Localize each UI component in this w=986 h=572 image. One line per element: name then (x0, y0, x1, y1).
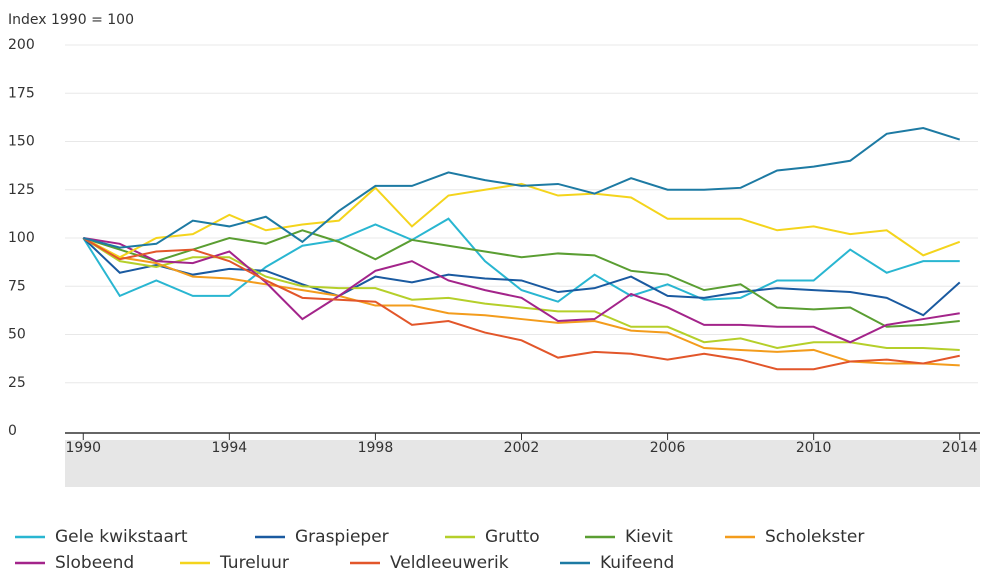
series-line (83, 237, 960, 344)
series-line (82, 182, 961, 259)
x-tick-label: 1990 (65, 440, 101, 456)
y-tick-label: 150 (8, 134, 35, 150)
series-line (82, 217, 960, 303)
x-tick-label: 2014 (942, 440, 978, 456)
x-tick-label: 2010 (796, 440, 832, 456)
legend-label: Gele kwikstaart (55, 527, 188, 547)
legend-label: Scholekster (765, 527, 864, 547)
y-tick-label: 25 (8, 375, 26, 391)
x-tick-label: 2002 (504, 440, 540, 456)
x-tick-label: 1994 (212, 440, 248, 456)
y-tick-label: 200 (8, 37, 35, 53)
legend-label: Slobeend (55, 553, 134, 572)
legend-label: Graspieper (295, 527, 389, 547)
x-tick-label: 2006 (650, 440, 686, 456)
y-tick-label: 125 (8, 182, 35, 198)
legend-label: Veldleeuwerik (390, 553, 509, 572)
x-tick-label: 1998 (358, 440, 394, 456)
y-tick-label: 75 (8, 278, 26, 294)
y-tick-label: 100 (8, 230, 35, 246)
y-axis-label: Index 1990 = 100 (8, 12, 134, 28)
y-tick-label: 50 (8, 327, 26, 343)
series-line (83, 126, 961, 249)
series-line (82, 237, 960, 371)
series-line (82, 237, 961, 317)
series-line (82, 229, 960, 328)
legend-label: Tureluur (219, 553, 289, 572)
legend-label: Grutto (485, 527, 540, 547)
legend: Gele kwikstaart Graspieper Grutto Kievit Sch… (15, 527, 864, 572)
legend-label: Kievit (625, 527, 673, 547)
legend-label: Kuifeend (600, 553, 674, 572)
y-tick-label: 0 (8, 423, 17, 439)
x-band (65, 440, 980, 487)
series-line (82, 237, 960, 351)
series-line (82, 237, 960, 367)
y-tick-label: 175 (8, 85, 35, 101)
